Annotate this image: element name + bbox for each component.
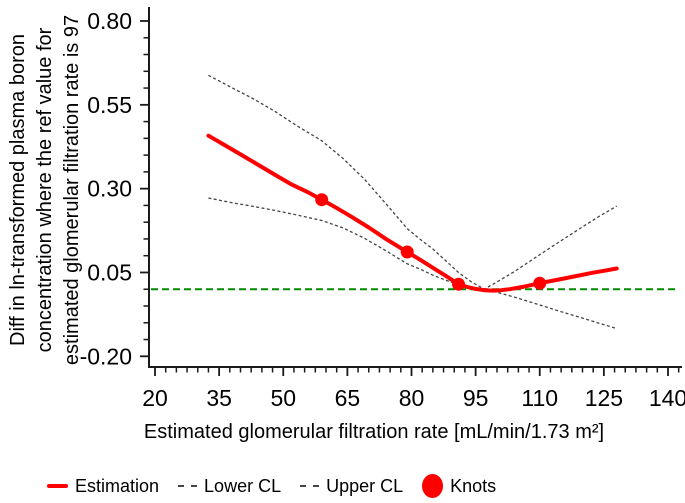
lower-cl-curve [208, 197, 617, 330]
knot-dot-swatch [422, 474, 444, 498]
knot-point [400, 245, 414, 259]
x-tick-label: 20 [142, 385, 168, 411]
x-tick-label: 125 [585, 385, 623, 411]
knot-point [452, 277, 466, 291]
legend-label-lower-cl: Lower CL [204, 475, 282, 496]
knot-point [315, 193, 329, 207]
y-tick-label: 0.05 [87, 259, 132, 285]
y-tick-label: 0.30 [87, 176, 132, 202]
y-tick-label: -0.20 [80, 343, 132, 369]
estimation-line-swatch [47, 484, 68, 488]
y-axis-title-line: Diff in ln-transformed plasma boron [7, 34, 29, 346]
legend-label-estimation: Estimation [75, 475, 160, 496]
x-tick-label: 110 [521, 385, 558, 411]
legend-label-upper-cl: Upper CL [326, 475, 404, 496]
x-tick-label: 80 [399, 385, 425, 411]
x-axis-title: Estimated glomerular filtration rate [mL… [144, 421, 604, 443]
x-tick-label: 95 [463, 385, 489, 411]
y-tick-label: 0.55 [87, 92, 132, 118]
lower-cl-line-swatch [178, 485, 198, 487]
knot-point [533, 276, 547, 290]
estimation-line [206, 133, 619, 293]
y-axis-title-line: concentration where the ref value for [34, 27, 56, 352]
legend-item-upper-cl: Upper CL [300, 476, 403, 497]
legend-item-lower-cl: Lower CL [178, 476, 281, 497]
x-tick-label: 50 [270, 385, 296, 411]
upper-cl-line-swatch [300, 485, 320, 487]
legend-label-knots: Knots [450, 475, 497, 496]
y-axis-title-line: estimated glomerular filtration rate is … [61, 15, 83, 365]
x-tick-label: 35 [206, 385, 232, 411]
legend-item-knots: Knots [422, 474, 496, 498]
x-tick-label: 140 [649, 385, 685, 411]
legend: Estimation Lower CL Upper CL Knots [47, 474, 496, 498]
legend-item-estimation: Estimation [47, 476, 159, 497]
y-tick-label: 0.80 [87, 8, 132, 34]
x-tick-label: 65 [335, 385, 361, 411]
